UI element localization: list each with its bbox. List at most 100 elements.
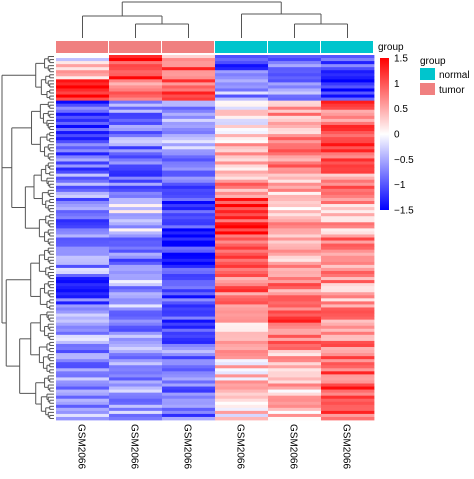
heatmap-cell	[162, 310, 216, 314]
column-label: GSM2066	[182, 424, 193, 469]
color-scale-tick-label: 1	[394, 79, 400, 90]
heatmap-cell	[215, 106, 269, 111]
heatmap-cell	[215, 216, 269, 220]
heatmap-cell	[321, 194, 375, 199]
heatmap-cell	[321, 243, 375, 248]
heatmap-cell	[56, 149, 110, 153]
heatmap-cell	[268, 152, 322, 156]
heatmap-cell	[321, 350, 375, 354]
heatmap-cell	[215, 267, 269, 272]
heatmap-cell	[162, 137, 216, 141]
heatmap-cell	[268, 328, 322, 333]
heatmap-cell	[109, 313, 163, 317]
heatmap-cell	[321, 359, 375, 363]
heatmap-cell	[162, 270, 216, 275]
heatmap-cell	[321, 401, 375, 406]
heatmap-cell	[162, 182, 216, 187]
heatmap-cell	[321, 210, 375, 214]
heatmap-cell	[268, 64, 322, 68]
heatmap-cell	[215, 158, 269, 162]
heatmap-cell	[321, 73, 375, 77]
heatmap-cell	[215, 179, 269, 184]
heatmap-cell	[56, 383, 110, 387]
heatmap-cell	[321, 340, 375, 345]
heatmap-cell	[268, 140, 322, 144]
heatmap-cell	[268, 389, 322, 394]
heatmap-cell	[162, 410, 216, 415]
heatmap-cell	[215, 131, 269, 135]
heatmap-cell	[109, 152, 163, 156]
heatmap-cell	[162, 261, 216, 266]
heatmap-cell	[268, 365, 322, 369]
heatmap-cell	[215, 371, 269, 375]
heatmap-cell	[56, 258, 110, 263]
heatmap-cell	[268, 228, 322, 232]
heatmap-cell	[215, 231, 269, 235]
color-scale-tick-label: −1	[394, 180, 406, 191]
heatmap-cell	[56, 246, 110, 251]
heatmap-cell	[56, 170, 110, 175]
heatmap-cell	[56, 313, 110, 317]
heatmap-cell	[109, 188, 163, 193]
heatmap-cell	[56, 155, 110, 159]
heatmap-cell	[56, 143, 110, 147]
heatmap-cell	[321, 246, 375, 251]
column-dendrogram	[82, 1, 348, 38]
heatmap-cell	[215, 103, 269, 108]
heatmap-cell	[162, 356, 216, 360]
heatmap-cell	[109, 280, 163, 284]
heatmap-cell	[268, 240, 322, 244]
heatmap-cell	[162, 197, 216, 202]
heatmap-cell	[321, 304, 375, 308]
heatmap-cell	[109, 82, 163, 86]
heatmap-cell	[215, 295, 269, 299]
heatmap-cell	[109, 219, 163, 223]
heatmap-cell	[215, 362, 269, 366]
heatmap-cell	[268, 316, 322, 321]
heatmap-cell	[109, 328, 163, 333]
heatmap-cell	[56, 368, 110, 372]
heatmap-cell	[215, 316, 269, 321]
heatmap-cell	[268, 304, 322, 308]
heatmap-cell	[162, 131, 216, 135]
heatmap-cell	[215, 194, 269, 199]
heatmap-cell	[268, 67, 322, 71]
heatmap-cell	[268, 115, 322, 120]
heatmap-cell	[109, 231, 163, 235]
heatmap-cell	[109, 368, 163, 372]
heatmap-cell	[109, 128, 163, 132]
heatmap-cell	[56, 410, 110, 415]
heatmap-cell	[109, 307, 163, 311]
group-legend-label: normal	[439, 70, 470, 81]
heatmap-cell	[215, 182, 269, 187]
heatmap-cell	[215, 201, 269, 205]
heatmap-cell	[56, 225, 110, 229]
heatmap-cell	[268, 97, 322, 102]
heatmap-cell	[268, 146, 322, 150]
group-annotation-cell	[56, 41, 108, 53]
heatmap-cell	[215, 261, 269, 266]
heatmap-cell	[109, 362, 163, 366]
heatmap-cell	[268, 185, 322, 190]
heatmap-cell	[162, 204, 216, 208]
heatmap-cell	[162, 73, 216, 77]
heatmap-cell	[321, 164, 375, 168]
heatmap-cell	[56, 70, 110, 74]
column-label: GSM2066	[288, 424, 299, 469]
heatmap-cell	[268, 280, 322, 284]
heatmap-cell	[109, 347, 163, 351]
heatmap-cell	[162, 219, 216, 223]
group-annotation-bar	[56, 41, 373, 53]
heatmap-cell	[56, 210, 110, 214]
heatmap-cell	[109, 340, 163, 345]
heatmap-cell	[162, 322, 216, 327]
heatmap-cell	[56, 228, 110, 232]
heatmap-cell	[109, 249, 163, 254]
heatmap-cell	[109, 191, 163, 196]
heatmap-cell	[321, 79, 375, 83]
heatmap-cell	[215, 410, 269, 415]
heatmap-cell	[268, 249, 322, 254]
heatmap-cell	[109, 109, 163, 114]
heatmap-cell	[56, 286, 110, 290]
heatmap-cell	[162, 121, 216, 126]
